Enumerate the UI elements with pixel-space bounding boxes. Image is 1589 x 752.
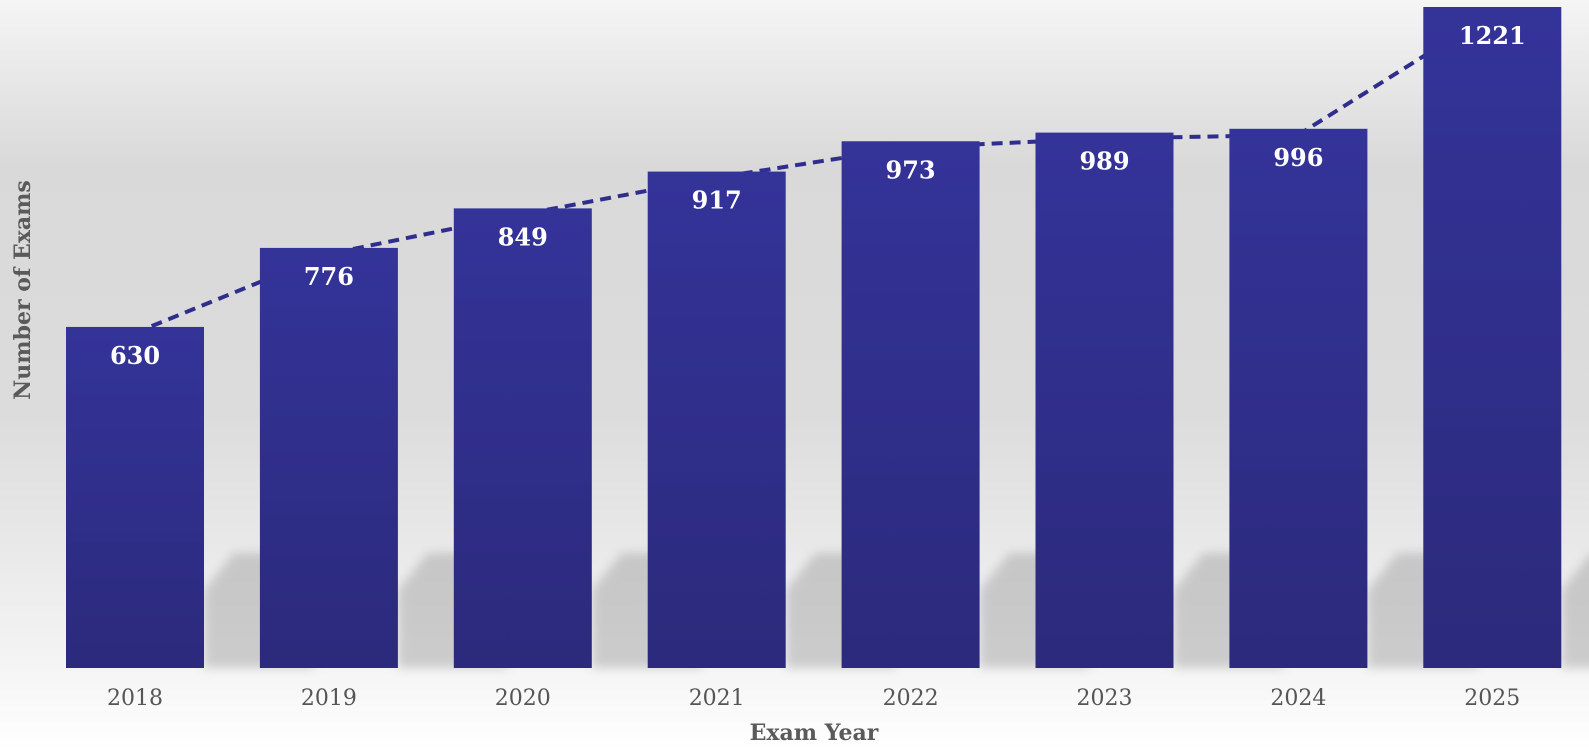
data-label-2025: 1221: [1459, 21, 1526, 50]
x-tick-label-2018: 2018: [107, 686, 163, 711]
data-label-2021: 917: [692, 186, 742, 215]
x-tick-label-2020: 2020: [495, 686, 551, 711]
data-label-2019: 776: [304, 262, 354, 291]
data-label-2020: 849: [498, 222, 548, 251]
bar-2025: [1423, 7, 1562, 668]
bar-2021: [647, 171, 786, 668]
bars-layer: [66, 7, 1562, 669]
data-label-2022: 973: [886, 155, 936, 184]
data-label-2023: 989: [1079, 147, 1129, 176]
bar-2024: [1229, 128, 1368, 668]
x-tick-label-2025: 2025: [1464, 686, 1520, 711]
bar-2022: [841, 141, 980, 668]
bar-2019: [259, 247, 398, 668]
x-axis-title: Exam Year: [750, 720, 879, 746]
bar-shadow-2025: [1561, 555, 1589, 668]
data-label-2018: 630: [110, 341, 160, 370]
x-tick-label-2021: 2021: [689, 686, 745, 711]
bar-2020: [453, 208, 592, 668]
data-label-2024: 996: [1273, 143, 1323, 172]
x-axis-ticks: 2018 2019 2020 2021 2022 2023 2024 2025: [107, 686, 1520, 711]
x-tick-label-2024: 2024: [1270, 686, 1326, 711]
x-tick-label-2023: 2023: [1077, 686, 1133, 711]
y-axis-title: Number of Exams: [10, 180, 36, 400]
x-tick-label-2019: 2019: [301, 686, 357, 711]
bar-2023: [1035, 132, 1174, 669]
bar-2018: [66, 326, 204, 668]
x-tick-label-2022: 2022: [883, 686, 939, 711]
data-labels-layer: 630 776 849 917 973 989 996 1221: [110, 21, 1526, 370]
